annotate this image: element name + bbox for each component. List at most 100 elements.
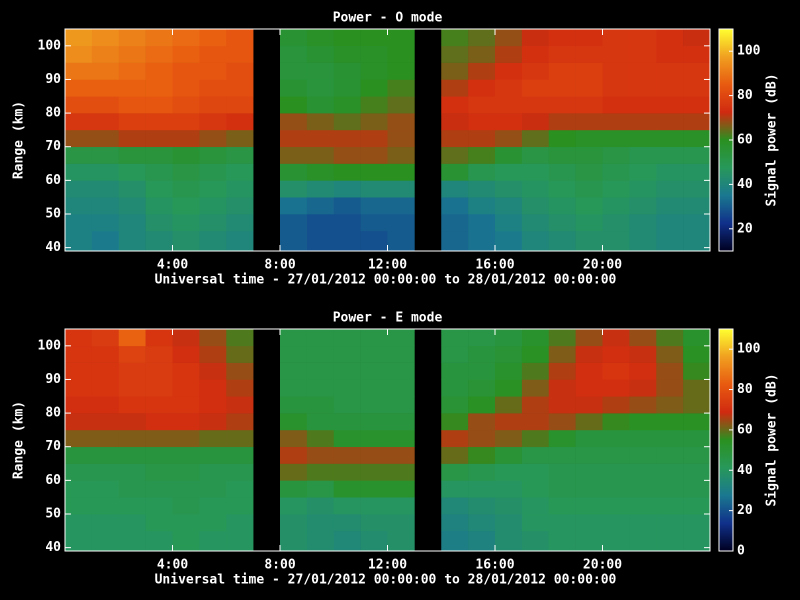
heat-cell [145, 62, 173, 80]
heat-cell [575, 180, 603, 198]
colorbar-tick-label: 100 [737, 342, 761, 357]
y-tick-label: 90 [45, 372, 61, 387]
heat-cell [172, 379, 200, 397]
heat-cell [280, 379, 308, 397]
heat-cell [280, 446, 308, 464]
heat-cell [495, 230, 523, 252]
colorbar-tick-label: 80 [737, 382, 753, 397]
heat-cell [145, 146, 173, 164]
chart-title: Power - O mode [333, 11, 443, 26]
heat-cell [683, 45, 711, 63]
heat-cell [548, 129, 576, 148]
heat-cell [333, 446, 361, 464]
heat-cell [172, 329, 200, 347]
heat-cell [683, 230, 711, 252]
heat-cell [199, 163, 227, 181]
heat-cell [333, 96, 361, 114]
heat-cell [65, 146, 93, 164]
heat-cell [629, 497, 657, 515]
heat-cell [521, 62, 550, 80]
heat-cell [226, 129, 254, 148]
heat-cell [441, 29, 469, 47]
heat-cell [65, 396, 93, 414]
heat-cell [656, 396, 684, 414]
heat-cell [683, 146, 711, 164]
heat-cell [683, 163, 711, 181]
heat-cell [468, 463, 496, 481]
heat-cell [91, 113, 120, 131]
heat-cell [360, 180, 388, 198]
colorbar-label: Signal power (dB) [765, 73, 780, 206]
heat-cell [521, 329, 550, 347]
y-tick-label: 40 [45, 540, 61, 555]
heat-cell [199, 96, 227, 114]
heat-cell [172, 146, 200, 164]
heat-cell [495, 62, 523, 80]
heat-cell [656, 429, 684, 448]
heat-cell [199, 113, 227, 131]
heat-cell [575, 329, 603, 347]
y-tick-label: 50 [45, 207, 61, 222]
heat-cell [91, 480, 120, 498]
heat-cell [280, 396, 308, 414]
heat-cell [226, 180, 254, 198]
heat-cell [306, 345, 335, 363]
heat-cell [226, 429, 254, 448]
heat-cell [333, 345, 361, 363]
heat-cell [495, 146, 523, 164]
heat-cell [495, 446, 523, 464]
heat-cell [521, 45, 550, 63]
heat-cell [145, 29, 173, 47]
heat-cell [575, 480, 603, 498]
heat-cell [145, 45, 173, 63]
heat-cell [145, 514, 173, 532]
heat-cell [172, 62, 200, 80]
heat-cell [629, 329, 657, 347]
heat-cell [629, 480, 657, 498]
heat-cell [226, 530, 254, 552]
heat-cell [145, 396, 173, 414]
heat-cell [683, 29, 711, 47]
heat-cell [172, 429, 200, 448]
heat-cell [118, 180, 146, 198]
heat-cell [306, 429, 335, 448]
heat-cell [548, 146, 576, 164]
heat-cell [683, 429, 711, 448]
heat-cell [656, 413, 684, 431]
heat-cell [468, 497, 496, 515]
heat-cell [548, 362, 576, 380]
heat-cell [280, 113, 308, 131]
heat-cell [629, 463, 657, 481]
heat-cell [360, 497, 388, 515]
heat-cell [629, 29, 657, 47]
heat-cell [495, 480, 523, 498]
heat-cell [387, 446, 415, 464]
heat-cell [602, 345, 630, 363]
heat-cell [495, 29, 523, 47]
heat-cell [280, 362, 308, 380]
heat-cell [65, 345, 93, 363]
heat-cell [387, 362, 415, 380]
heat-cell [199, 480, 227, 498]
heat-cell [575, 79, 603, 97]
heat-cell [441, 197, 469, 215]
heat-cell [360, 480, 388, 498]
heat-cell [91, 163, 120, 181]
heat-cell [468, 514, 496, 532]
heat-cell [387, 96, 415, 114]
heat-cell [91, 379, 120, 397]
heat-cell [548, 113, 576, 131]
heat-cell [602, 197, 630, 215]
heat-cell [145, 129, 173, 148]
heat-cell [65, 446, 93, 464]
heat-cell [575, 197, 603, 215]
heat-cell [602, 214, 630, 232]
heat-cell [226, 146, 254, 164]
heat-cell [145, 463, 173, 481]
heat-cell [199, 214, 227, 232]
heat-cell [65, 113, 93, 131]
heat-cell [118, 29, 146, 47]
heat-cell [602, 362, 630, 380]
heat-cell [495, 45, 523, 63]
heat-cell [145, 96, 173, 114]
